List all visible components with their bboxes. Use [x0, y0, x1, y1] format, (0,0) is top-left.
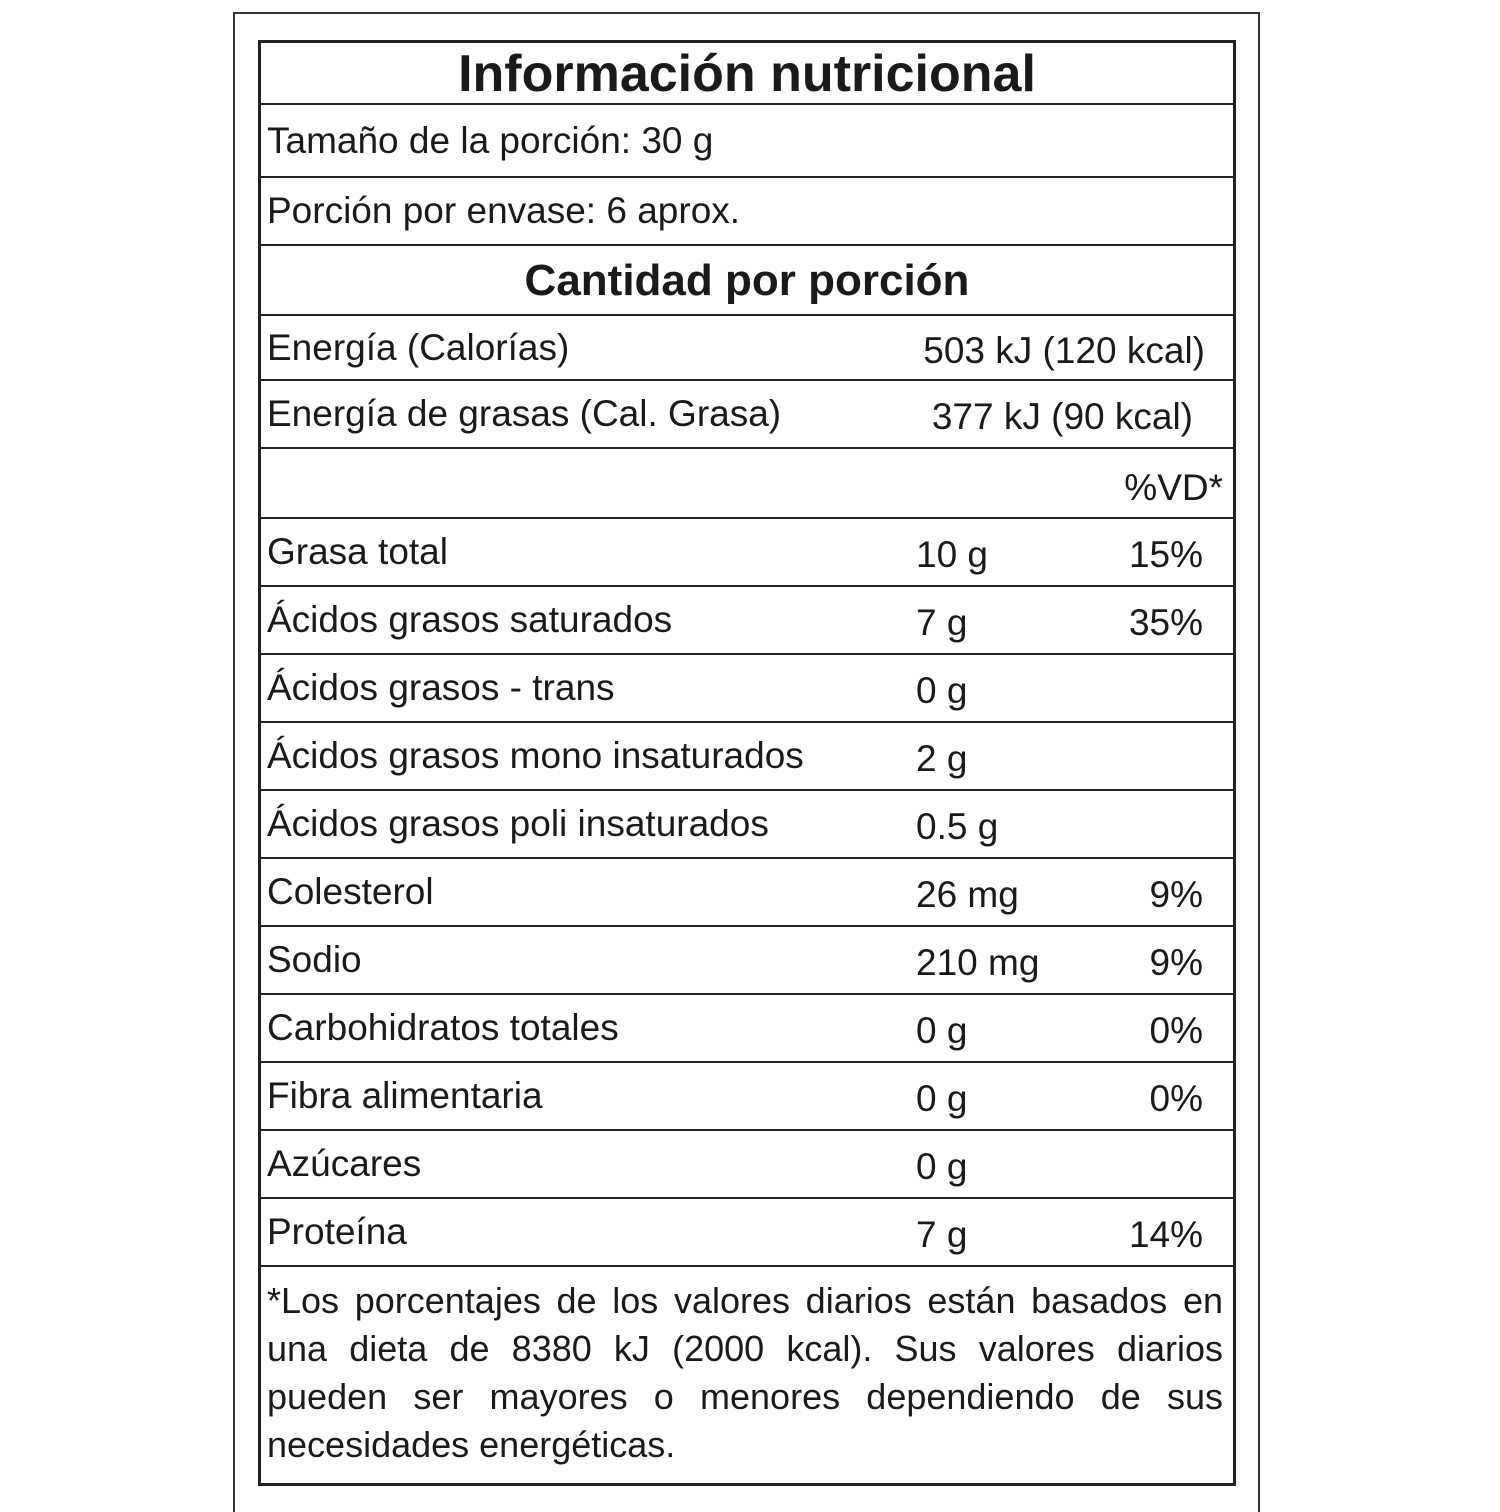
nutrient-dv: 9% — [1149, 942, 1203, 984]
nutrient-label: Carbohidratos totales — [267, 1007, 619, 1048]
nutrient-label: Ácidos grasos - trans — [267, 667, 615, 708]
nutrient-label: Grasa total — [267, 531, 448, 572]
nutrient-row: Sodio 210 mg 9% — [261, 927, 1233, 995]
nutrient-dv: 9% — [1149, 874, 1203, 916]
nutrient-label: Ácidos grasos saturados — [267, 599, 673, 640]
nutrient-label: Fibra alimentaria — [267, 1075, 543, 1116]
nutrient-amount: 210 mg — [916, 942, 1040, 984]
nutrition-table: Información nutricional Tamaño de la por… — [258, 40, 1236, 1486]
nutrient-amount: 0.5 g — [916, 806, 999, 848]
serving-size: Tamaño de la porción: 30 g — [267, 119, 714, 161]
nutrient-label: Ácidos grasos poli insaturados — [267, 803, 769, 844]
nutrient-dv: 14% — [1128, 1214, 1203, 1256]
serving-size-row: Tamaño de la porción: 30 g — [261, 105, 1233, 178]
nutrient-label: Colesterol — [267, 871, 434, 912]
energy-value: 503 kJ (120 kcal) — [923, 329, 1205, 371]
nutrient-label: Sodio — [267, 939, 362, 980]
nutrient-row: Grasa total 10 g 15% — [261, 519, 1233, 587]
nutrient-row: Fibra alimentaria 0 g 0% — [261, 1063, 1233, 1131]
amount-per-serving-heading: Cantidad por porción — [261, 246, 1233, 316]
nutrient-label: Azúcares — [267, 1143, 422, 1184]
dv-header: %VD* — [1124, 467, 1223, 509]
energy-fat-value: 377 kJ (90 kcal) — [931, 396, 1193, 438]
servings-per-container-row: Porción por envase: 6 aprox. — [261, 178, 1233, 246]
servings-per-container: Porción por envase: 6 aprox. — [267, 190, 741, 231]
nutrient-row: Ácidos grasos mono insaturados 2 g — [261, 723, 1233, 791]
nutrient-amount: 26 mg — [916, 874, 1019, 916]
table-title: Información nutricional — [261, 43, 1233, 105]
nutrient-amount: 0 g — [916, 670, 968, 712]
nutrient-amount: 2 g — [916, 738, 968, 780]
nutrient-row: Azúcares 0 g — [261, 1131, 1233, 1199]
nutrient-dv: 15% — [1128, 534, 1203, 576]
nutrient-row: Ácidos grasos - trans 0 g — [261, 655, 1233, 723]
nutrient-row: Ácidos grasos saturados 7 g 35% — [261, 587, 1233, 655]
nutrient-amount: 7 g — [916, 602, 968, 644]
label-border — [233, 12, 1260, 1512]
nutrient-amount: 7 g — [916, 1214, 968, 1256]
nutrient-row: Colesterol 26 mg 9% — [261, 859, 1233, 927]
nutrient-amount: 0 g — [916, 1078, 968, 1120]
nutrient-amount: 0 g — [916, 1146, 968, 1188]
dv-header-row: %VD* — [261, 449, 1233, 519]
nutrient-dv: 0% — [1149, 1010, 1203, 1052]
nutrient-amount: 0 g — [916, 1010, 968, 1052]
energy-fat-row: Energía de grasas (Cal. Grasa) 377 kJ (9… — [261, 381, 1233, 449]
energy-label: Energía (Calorías) — [267, 326, 570, 368]
nutrient-label: Ácidos grasos mono insaturados — [267, 735, 804, 776]
nutrient-row: Proteína 7 g 14% — [261, 1199, 1233, 1267]
nutrient-dv: 35% — [1128, 602, 1203, 644]
nutrient-label: Proteína — [267, 1211, 407, 1252]
footnote: *Los porcentajes de los valores diarios … — [267, 1280, 1223, 1465]
nutrient-dv: 0% — [1149, 1078, 1203, 1120]
nutrient-row: Ácidos grasos poli insaturados 0.5 g — [261, 791, 1233, 859]
energy-fat-label: Energía de grasas (Cal. Grasa) — [267, 393, 782, 434]
nutrient-row: Carbohidratos totales 0 g 0% — [261, 995, 1233, 1063]
nutrient-amount: 10 g — [916, 534, 989, 576]
energy-row: Energía (Calorías) 503 kJ (120 kcal) — [261, 316, 1233, 381]
